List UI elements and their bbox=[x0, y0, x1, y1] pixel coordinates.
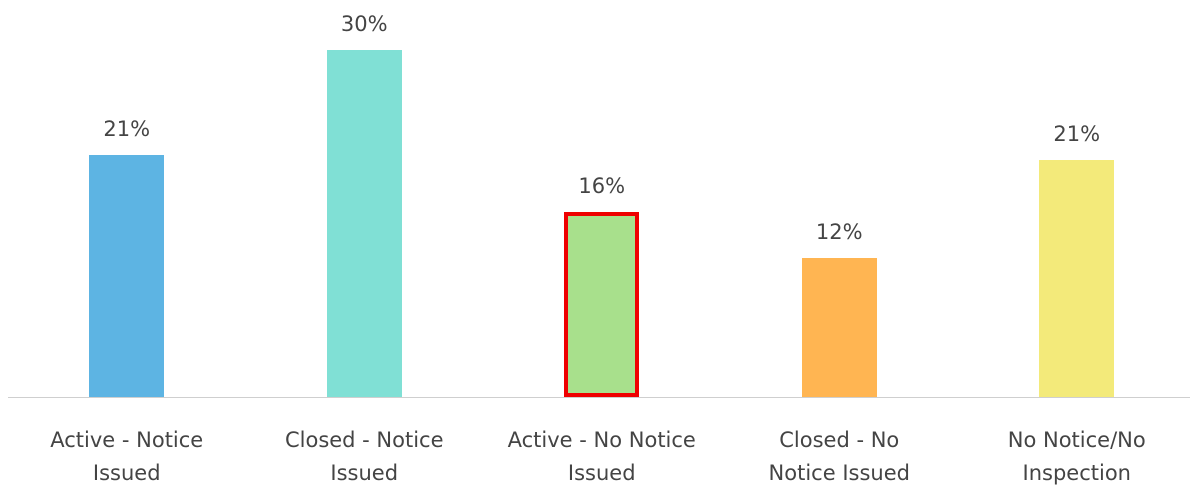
x-tick-label: No Notice/No Inspection bbox=[1007, 428, 1146, 485]
value-label: 30% bbox=[340, 12, 388, 36]
value-label: 16% bbox=[578, 173, 626, 198]
bar bbox=[1039, 159, 1115, 397]
value-label: 12% bbox=[815, 220, 863, 245]
bar bbox=[326, 50, 402, 397]
x-tick-label: Closed - No Notice Issued bbox=[768, 428, 910, 485]
bar bbox=[89, 155, 165, 397]
value-label: 21% bbox=[103, 117, 151, 142]
bar bbox=[801, 258, 877, 397]
x-tick-label: Closed - Notice Issued bbox=[284, 428, 444, 485]
value-label: 21% bbox=[1053, 121, 1101, 146]
bar bbox=[564, 211, 640, 397]
x-tick-label: Active - Notice Issued bbox=[50, 428, 204, 485]
x-tick-label: Active - No Notice Issued bbox=[507, 428, 696, 485]
baseline bbox=[8, 397, 1190, 398]
